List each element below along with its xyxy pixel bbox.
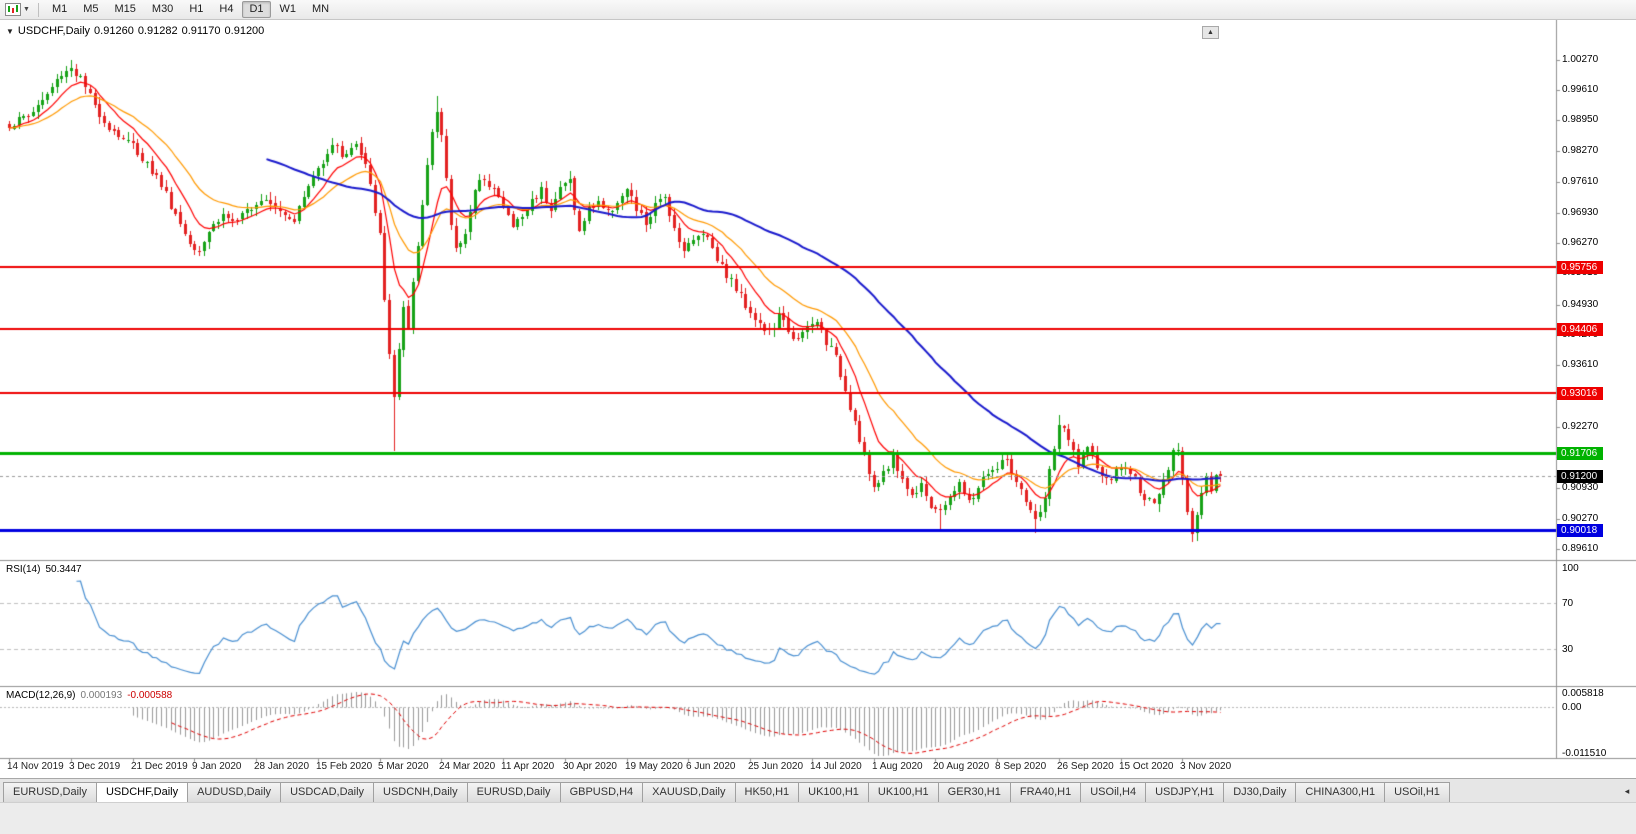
chart-tab[interactable]: GBPUSD,H4 (559, 782, 644, 802)
timeframe-button-m30[interactable]: M30 (151, 3, 174, 15)
chart-tab[interactable]: GER30,H1 (937, 782, 1011, 802)
macd-indicator-label: MACD(12,26,9) 0.000193 -0.000588 (6, 690, 177, 701)
title-marker-icon: ▼ (6, 27, 14, 36)
chart-tab-bar: EURUSD,Daily USDCHF,Daily AUDUSD,Daily USDC… (0, 778, 1636, 802)
timeframe-button-m5[interactable]: M5 (83, 3, 99, 15)
chart-tab[interactable]: USDCHF,Daily (95, 782, 189, 802)
chart-tab[interactable]: USOil,H4 (1080, 782, 1147, 802)
timeframe-button-h1[interactable]: H1 (189, 3, 204, 15)
rsi-indicator-label: RSI(14) 50.3447 (6, 564, 87, 575)
chart-corner-button[interactable]: ▲ (1202, 26, 1219, 39)
timeframe-button-h4[interactable]: H4 (219, 3, 234, 15)
timeframe-button-m15[interactable]: M15 (114, 3, 136, 15)
chart-tab[interactable]: XAUUSD,Daily (642, 782, 736, 802)
timeframe-button-m1[interactable]: M1 (51, 3, 68, 15)
ohlc-open: 0.91260 (94, 25, 134, 37)
chart-tab[interactable]: DJ30,Daily (1223, 782, 1297, 802)
chart-tab[interactable]: EURUSD,Daily (466, 782, 561, 802)
chart-canvas[interactable] (0, 20, 1636, 778)
timeframe-buttons: M1 M5 M15 M30 H1 H4 D1 W1 MN (44, 1, 337, 18)
ohlc-high: 0.91282 (137, 25, 178, 37)
chart-tab[interactable]: EURUSD,Daily (3, 782, 97, 802)
toolbar-separator (37, 2, 39, 17)
caret-down-icon[interactable]: ▼ (23, 6, 30, 13)
chart-type-icon[interactable] (5, 3, 21, 16)
rsi-value: 50.3447 (45, 564, 82, 575)
chart-tab[interactable]: UK100,H1 (798, 782, 869, 802)
macd-name: MACD(12,26,9) (6, 690, 76, 701)
timeframe-button-d1[interactable]: D1 (242, 1, 271, 18)
chart-tab[interactable]: USOil,H1 (1384, 782, 1450, 802)
tab-scroll-left-icon[interactable]: ◂ (1618, 780, 1636, 802)
macd-main-value: 0.000193 (80, 690, 123, 701)
toolbar: ▼ M1 M5 M15 M30 H1 H4 D1 W1 MN (0, 0, 1636, 20)
chart-tab[interactable]: HK50,H1 (734, 782, 800, 802)
chart-tab[interactable]: AUDUSD,Daily (187, 782, 282, 802)
chart-area[interactable]: 1.00270 0.99610 0.98950 0.98270 0.97610 0.969… (0, 20, 1636, 778)
ohlc-close: 0.91200 (224, 25, 265, 37)
chart-tab[interactable]: USDCAD,Daily (280, 782, 375, 802)
chart-tab[interactable]: UK100,H1 (867, 782, 939, 802)
chart-tab[interactable]: FRA40,H1 (1009, 782, 1082, 802)
chart-tab[interactable]: USDJPY,H1 (1145, 782, 1225, 802)
macd-signal-value: -0.000588 (127, 690, 173, 701)
timeframe-button-mn[interactable]: MN (312, 3, 330, 15)
chart-symbol-label: USDCHF,Daily (17, 25, 91, 37)
timeframe-button-w1[interactable]: W1 (279, 3, 297, 15)
status-bar (0, 802, 1636, 834)
chart-tab[interactable]: CHINA300,H1 (1295, 782, 1386, 802)
chart-title: ▼ USDCHF,Daily 0.91260 0.91282 0.91170 0.9120… (6, 25, 268, 37)
chart-tab[interactable]: USDCNH,Daily (373, 782, 468, 802)
rsi-name: RSI(14) (6, 564, 41, 575)
ohlc-low: 0.91170 (181, 25, 221, 37)
